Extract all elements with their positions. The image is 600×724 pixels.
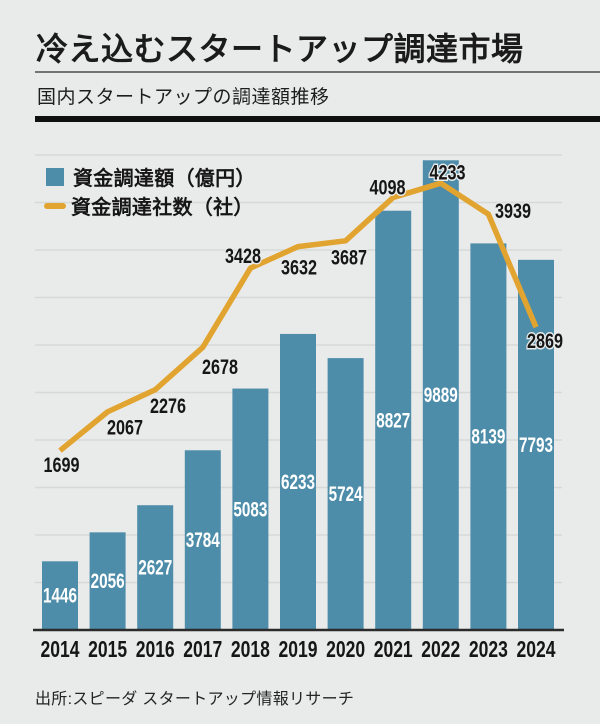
bar-label-2021: 8827 <box>376 409 410 432</box>
year-label-2014: 2014 <box>41 636 80 662</box>
year-label-2022: 2022 <box>421 636 460 662</box>
line-label-2017: 2678 <box>202 356 238 379</box>
line-swatch-icon <box>44 202 66 209</box>
bar-2020 <box>327 358 364 630</box>
bar-2019 <box>280 333 316 630</box>
year-label-2021: 2021 <box>374 636 413 662</box>
bar-2015 <box>89 532 126 630</box>
line-label-2015: 2067 <box>107 417 143 440</box>
chart-subtitle: 国内スタートアップの調達額推移 <box>37 87 330 108</box>
page-title: 冷え込むスタートアップ調達市場 <box>36 31 524 67</box>
year-label-2017: 2017 <box>183 636 222 662</box>
bar-label-2019: 6233 <box>281 471 315 494</box>
bar-2014 <box>42 561 78 630</box>
line-label-2024: 2869 <box>527 330 563 353</box>
bar-label-2022: 9889 <box>424 384 458 407</box>
line-label-2016: 2276 <box>150 395 186 418</box>
bar-label-2014: 1446 <box>43 585 77 608</box>
year-label-2023: 2023 <box>469 636 508 662</box>
title-divider <box>35 71 600 73</box>
legend-label: 資金調達額（億円） <box>73 168 256 190</box>
legend-label: 資金調達社数（社） <box>71 197 254 219</box>
bar-2016 <box>137 505 174 630</box>
year-label-2016: 2016 <box>136 636 175 662</box>
legend: 資金調達額（億円） 資金調達社数（社） <box>44 162 256 220</box>
year-label-2024: 2024 <box>517 636 556 662</box>
bar-2022 <box>422 160 459 630</box>
line-label-2019: 3632 <box>281 257 317 280</box>
bar-label-2015: 2056 <box>91 570 125 593</box>
bar-label-2020: 5724 <box>329 483 363 506</box>
bar-label-2023: 8139 <box>471 426 505 449</box>
year-label-2019: 2019 <box>279 636 318 662</box>
bar-2017 <box>184 450 221 630</box>
legend-item-funded-companies: 資金調達社数（社） <box>44 191 256 220</box>
line-label-2021: 4098 <box>370 177 406 200</box>
line-series <box>58 180 539 453</box>
bar-label-2024: 7793 <box>519 434 553 457</box>
bar-label-2018: 5083 <box>233 498 267 521</box>
header-divider <box>35 116 600 122</box>
legend-item-funding-amount: 資金調達額（億円） <box>46 162 256 191</box>
bar-2023 <box>470 243 507 630</box>
year-label-2015: 2015 <box>88 636 127 662</box>
line-label-2023: 3939 <box>495 200 531 223</box>
source-note: 出所:スピーダ スタートアップ情報リサーチ <box>35 691 355 708</box>
line-label-2020: 3687 <box>331 247 367 270</box>
bar-label-2017: 3784 <box>186 529 220 552</box>
year-label-2020: 2020 <box>326 636 365 662</box>
bar-2021 <box>375 210 412 630</box>
line-label-2022: 4233 <box>430 161 466 184</box>
bar-label-2016: 2627 <box>138 557 172 580</box>
line-label-2018: 3428 <box>225 245 261 268</box>
bar-swatch-icon <box>46 167 64 186</box>
bar-2018 <box>232 388 269 630</box>
line-label-2014: 1699 <box>44 454 80 477</box>
year-label-2018: 2018 <box>231 636 270 662</box>
